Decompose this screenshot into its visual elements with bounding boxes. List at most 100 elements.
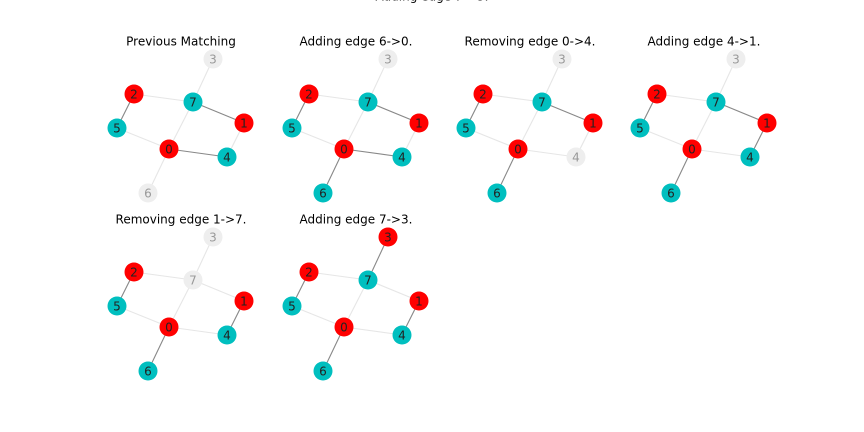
panel-title: Removing edge 1->7. — [116, 213, 247, 227]
node — [234, 291, 254, 311]
node-label: 5 — [462, 122, 470, 136]
node — [378, 49, 398, 69]
node — [740, 147, 760, 167]
edge — [343, 148, 403, 158]
panel-title: Adding edge 4->1. — [648, 35, 761, 49]
node — [299, 262, 319, 282]
node-label: 3 — [384, 53, 392, 67]
node — [682, 139, 702, 159]
node-label: 1 — [240, 295, 248, 309]
graph-panel: Removing edge 1->7. 3 2 7 1 5 0 4 6 — [107, 213, 254, 381]
edge — [133, 93, 194, 103]
node — [234, 113, 254, 133]
node-label: 4 — [572, 151, 580, 165]
node — [217, 325, 237, 345]
node — [726, 49, 746, 69]
node-label: 4 — [398, 151, 406, 165]
node — [124, 262, 144, 282]
node — [183, 270, 203, 290]
node — [392, 147, 412, 167]
node — [378, 227, 398, 247]
node-label: 0 — [514, 143, 522, 157]
node — [487, 183, 507, 203]
node-label: 0 — [165, 321, 173, 335]
node-label: 2 — [653, 88, 661, 102]
node — [706, 92, 726, 112]
node-label: 2 — [305, 266, 313, 280]
edge — [482, 93, 543, 103]
node — [299, 84, 319, 104]
edge — [308, 93, 369, 103]
node — [217, 147, 237, 167]
node — [757, 113, 777, 133]
panel-title: Removing edge 0->4. — [465, 35, 596, 49]
node-label: 5 — [113, 122, 121, 136]
node-label: 4 — [746, 151, 754, 165]
node-label: 7 — [364, 274, 372, 288]
node-label: 3 — [384, 231, 392, 245]
node — [282, 296, 302, 316]
node — [409, 113, 429, 133]
edge — [168, 326, 228, 336]
node-label: 1 — [589, 117, 597, 131]
panel-title: Adding edge 6->0. — [300, 35, 413, 49]
node-label: 1 — [240, 117, 248, 131]
node-label: 5 — [113, 300, 121, 314]
graph-panel: Adding edge 4->1. 3 2 7 1 5 0 4 6 — [630, 35, 777, 203]
node-label: 3 — [732, 53, 740, 67]
node-label: 5 — [288, 300, 296, 314]
node-label: 7 — [189, 96, 197, 110]
node — [508, 139, 528, 159]
edge — [656, 93, 717, 103]
edge — [343, 326, 403, 336]
node-label: 6 — [493, 187, 501, 201]
node-label: 3 — [558, 53, 566, 67]
node-label: 0 — [688, 143, 696, 157]
node — [282, 118, 302, 138]
node — [138, 361, 158, 381]
node — [358, 92, 378, 112]
node-label: 0 — [165, 143, 173, 157]
node — [203, 227, 223, 247]
node — [552, 49, 572, 69]
panel-title: Previous Matching — [126, 35, 236, 49]
node — [532, 92, 552, 112]
node-label: 6 — [144, 365, 152, 379]
node-label: 6 — [319, 187, 327, 201]
node-label: 2 — [130, 88, 138, 102]
node-label: 2 — [130, 266, 138, 280]
node-label: 6 — [319, 365, 327, 379]
node-label: 4 — [223, 329, 231, 343]
node — [358, 270, 378, 290]
node-label: 7 — [364, 96, 372, 110]
edge — [308, 271, 369, 281]
panel-title: Adding edge 7->3. — [300, 213, 413, 227]
figure-title: Adding edge 7->3. — [376, 0, 489, 4]
edge — [691, 148, 751, 158]
node — [107, 118, 127, 138]
node — [124, 84, 144, 104]
node — [473, 84, 493, 104]
node-label: 2 — [305, 88, 313, 102]
node — [159, 317, 179, 337]
node-label: 7 — [189, 274, 197, 288]
node-label: 0 — [340, 143, 348, 157]
node-label: 1 — [415, 295, 423, 309]
graph-panel: Adding edge 7->3. 3 2 7 1 5 0 4 6 — [282, 213, 429, 381]
node — [334, 139, 354, 159]
node-label: 6 — [667, 187, 675, 201]
node — [313, 361, 333, 381]
node-label: 0 — [340, 321, 348, 335]
node — [456, 118, 476, 138]
node — [138, 183, 158, 203]
node-label: 2 — [479, 88, 487, 102]
node — [183, 92, 203, 112]
node — [566, 147, 586, 167]
edge — [517, 148, 577, 158]
node — [159, 139, 179, 159]
node — [334, 317, 354, 337]
node-label: 7 — [712, 96, 720, 110]
node-label: 4 — [223, 151, 231, 165]
